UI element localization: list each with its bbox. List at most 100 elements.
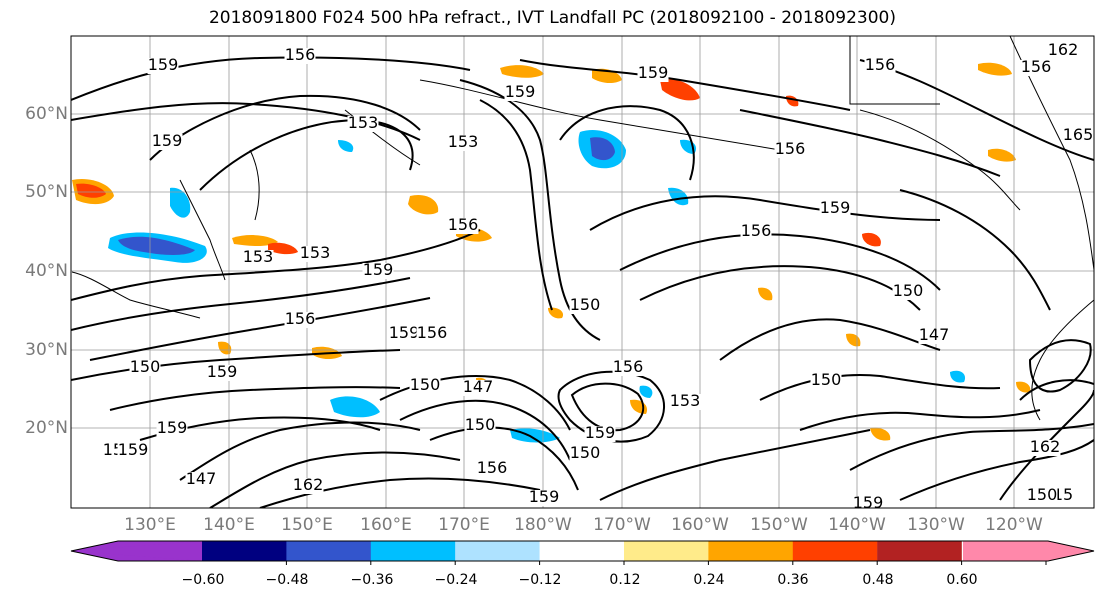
contour-label-bg	[1047, 43, 1079, 59]
coastlines	[71, 36, 1094, 421]
contour-label: 159	[363, 260, 394, 279]
contour-label: 159	[157, 418, 188, 437]
contour-label: 156	[477, 458, 508, 477]
pos-patch	[268, 242, 298, 255]
contour-label: 159	[118, 440, 149, 459]
contour-label: 165	[1063, 125, 1094, 144]
colorbar-tick-label: −0.60	[181, 572, 225, 588]
contour-label: 153	[670, 391, 701, 410]
contour-label-bg	[447, 135, 479, 151]
pos-patch	[500, 65, 544, 78]
colorbar-segment	[792, 541, 878, 561]
colorbar-tick-label: 0.24	[693, 572, 725, 588]
pos-patch	[548, 307, 564, 319]
contour-label-bg	[584, 426, 616, 442]
contour-label: 159	[148, 55, 179, 74]
lat-label: 30°N	[25, 340, 68, 360]
pos-patch	[660, 79, 700, 101]
lon-label: 150°E	[281, 515, 333, 535]
neg-patch	[118, 236, 195, 255]
lon-label: 130°W	[907, 515, 965, 535]
lon-label: 140°E	[203, 515, 255, 535]
contour-label-bg	[151, 134, 183, 150]
contour-label: 150	[1027, 485, 1058, 504]
contour-label: 159	[152, 131, 183, 150]
graticule	[71, 36, 1094, 508]
contour-label: 162	[1030, 437, 1061, 456]
contour-lines	[71, 56, 1094, 508]
lon-label: 130°E	[124, 515, 176, 535]
neg-patch	[338, 140, 354, 152]
contour-label: 15	[1053, 485, 1073, 504]
contour-label-bg	[347, 116, 379, 132]
contour-label: 156	[448, 215, 479, 234]
colorbar-tick-label: 0.36	[777, 572, 809, 588]
colorbar-outline	[70, 540, 1095, 562]
contour-label: 159	[820, 198, 851, 217]
pos-patch	[870, 427, 891, 441]
contour-label-bg	[612, 360, 644, 376]
lat-label: 60°N	[25, 104, 68, 124]
contour-label: 150	[130, 357, 161, 376]
pos-patch	[862, 232, 881, 247]
contour-label-bg	[185, 472, 217, 488]
colorbar-tick-label: 0.48	[862, 572, 894, 588]
lon-label: 170°W	[593, 515, 651, 535]
contour-label: 159	[505, 82, 536, 101]
contour-label: 150	[570, 295, 601, 314]
shading-layer	[72, 62, 1031, 443]
contour-label-bg	[569, 298, 601, 314]
lat-label: 50°N	[25, 182, 68, 202]
pos-patch	[218, 341, 232, 355]
contour-label-bg	[528, 490, 560, 506]
lon-label: 120°W	[985, 515, 1043, 535]
contour-label-bg	[462, 380, 494, 396]
contour-label-bg	[852, 496, 884, 508]
contour-label-bg	[409, 378, 441, 394]
contour-label: 147	[463, 377, 494, 396]
contour-label-bg	[464, 418, 496, 434]
contour-label: 162	[1048, 40, 1079, 59]
colorbar-segment	[624, 541, 709, 561]
colorbar-segment	[455, 541, 540, 561]
pos-patch	[76, 183, 106, 198]
contour-label-bg	[388, 326, 420, 342]
contour-label-bg	[810, 373, 842, 389]
contour-label-bg	[504, 85, 536, 101]
pos-patch	[1016, 381, 1031, 393]
colorbar-segment	[370, 541, 456, 561]
pos-patch	[978, 62, 1012, 76]
contour-label-bg	[918, 328, 950, 344]
colorbar-segment	[877, 541, 962, 561]
contour-label: 159	[207, 362, 238, 381]
colorbar-segment	[539, 541, 625, 561]
contour-label-bg	[362, 263, 394, 279]
map-title: 2018091800 F024 500 hPa refract., IVT La…	[208, 8, 896, 28]
contour-label: 156	[285, 45, 316, 64]
neg-patch	[330, 396, 380, 418]
colorbar-tick-label: −0.24	[434, 572, 478, 588]
lat-label: 20°N	[25, 418, 68, 438]
lon-label: 180°W	[514, 515, 572, 535]
neg-patch	[950, 370, 966, 383]
contour-label: 156	[741, 221, 772, 240]
colorbar-extend-high	[963, 541, 1094, 561]
contour-label: 153	[348, 113, 379, 132]
contour-label-bg	[892, 284, 924, 300]
contour-label: 150	[465, 415, 496, 434]
contour-label: 150	[410, 375, 441, 394]
contour-label-bg	[117, 443, 149, 459]
pos-patch	[758, 287, 773, 301]
colorbar-tick-label: 0.12	[609, 572, 641, 588]
contour-label-bg	[206, 365, 238, 381]
contour-label-bg	[284, 48, 316, 64]
contour-label: 147	[919, 325, 950, 344]
contour-label: 159	[853, 493, 884, 512]
contour-label: 156	[1021, 57, 1052, 76]
contour-label: 156	[865, 55, 896, 74]
contour-label-bg	[774, 142, 806, 158]
contour-label-bg	[819, 201, 851, 217]
neg-patch	[590, 137, 615, 161]
contour-label-bg	[242, 250, 274, 266]
contour-label-bg	[1020, 60, 1052, 76]
